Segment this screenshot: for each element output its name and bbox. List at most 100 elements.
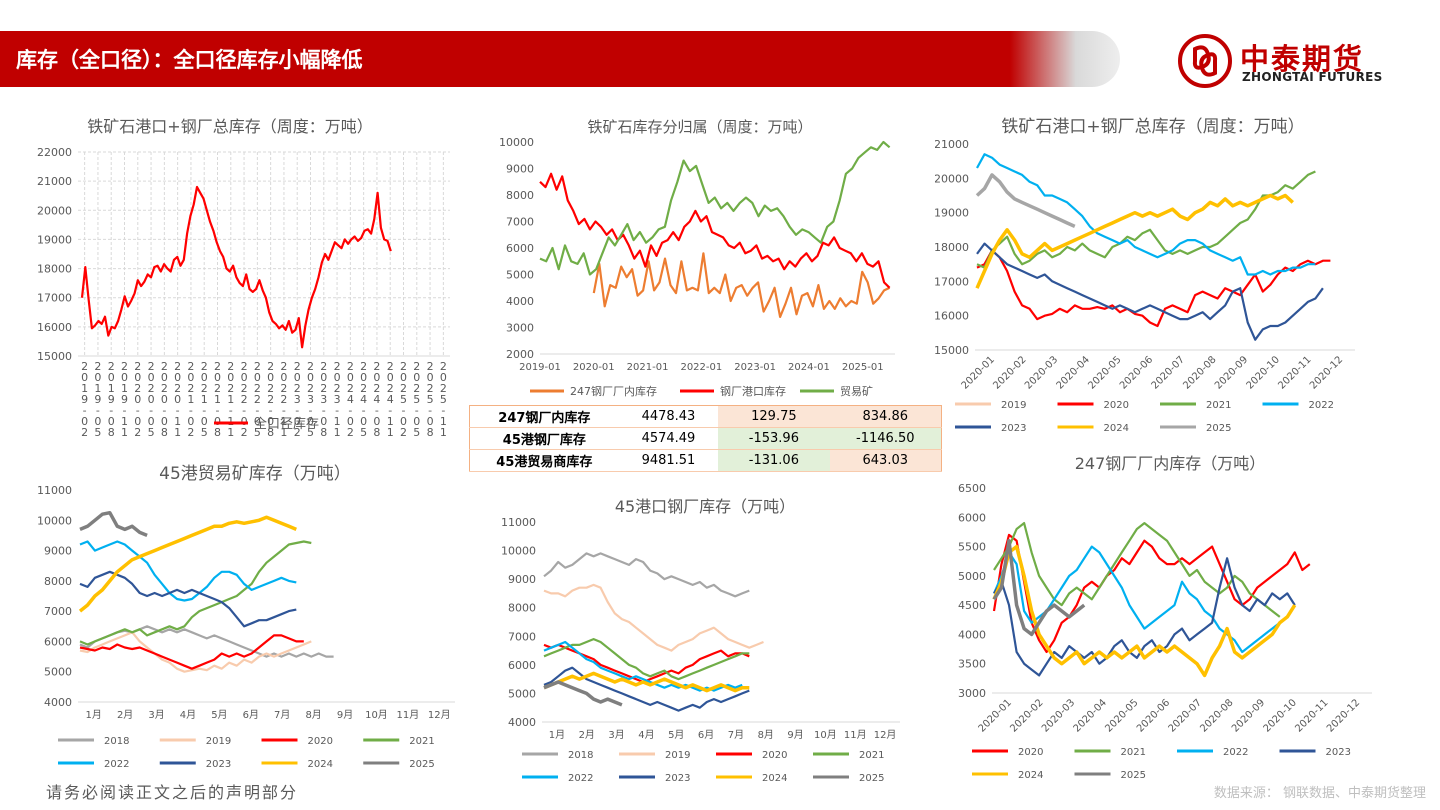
y-tick-label: 17000 xyxy=(935,275,969,288)
series-line-2019 xyxy=(543,583,764,652)
y-tick-label: 5000 xyxy=(506,269,534,282)
x-tick-label: 2020-10 xyxy=(1262,697,1299,734)
chart-port-mill: 45港口钢厂库存（万吨） 4000 5000 6000 7000 8000 9000 1000… xyxy=(501,497,900,784)
series-line-247钢厂厂内库存 xyxy=(592,252,891,318)
x-tick-label: 2 0 2 4 -0 5 xyxy=(360,360,367,439)
y-tick-label: 5000 xyxy=(958,570,986,583)
zhongtai-logo-icon xyxy=(1178,34,1232,88)
legend-label: 2020 xyxy=(308,736,333,747)
x-tick-label: 2020-09 xyxy=(1213,354,1250,391)
y-tick-label: 6000 xyxy=(506,242,534,255)
y-tick-label: 9000 xyxy=(508,573,536,586)
x-tick-label: 7月 xyxy=(274,709,290,721)
series-line-2024 xyxy=(543,671,750,693)
x-tick-label: 2020-12 xyxy=(1308,354,1345,391)
x-tick-label: 2020-01 xyxy=(960,354,997,391)
x-tick-label: 4月 xyxy=(638,729,654,741)
series-line-2021 xyxy=(79,540,312,646)
legend-label: 2018 xyxy=(104,736,129,747)
x-tick-label: 2 0 2 3 -0 2 xyxy=(294,360,301,439)
series-line-2022 xyxy=(79,540,297,602)
x-tick-label: 8月 xyxy=(758,729,774,741)
y-tick-label: 15000 xyxy=(37,350,72,363)
x-tick-label: 2023-01 xyxy=(734,362,776,373)
chart-title: 铁矿石港口+钢厂总库存（周度：万吨） xyxy=(87,117,372,136)
chart-title: 247钢厂厂内库存（万吨） xyxy=(1075,454,1266,473)
x-tick-label: 2020-07 xyxy=(1150,354,1187,391)
series-line-2023 xyxy=(993,557,1296,677)
x-tick-label: 2021-08 xyxy=(214,360,221,439)
series-line-全口径库存 xyxy=(80,185,392,349)
x-tick-label: 12月 xyxy=(428,709,451,721)
x-tick-label: 2020-04 xyxy=(1055,354,1092,391)
y-tick-label: 15000 xyxy=(935,344,969,357)
x-tick-label: 3月 xyxy=(608,729,624,741)
legend-label: 2020 xyxy=(762,750,787,761)
legend-label: 2022 xyxy=(1223,747,1248,758)
x-tick-label: 2 0 2 5 -1 1 xyxy=(440,360,447,439)
x-tick-label: 1月 xyxy=(86,709,102,721)
x-tick-label: 10月 xyxy=(814,729,837,741)
y-tick-label: 6000 xyxy=(958,511,986,524)
chart-title: 45港口钢厂库存（万吨） xyxy=(615,497,795,516)
row-label: 45港贸易商库存 xyxy=(469,449,619,472)
y-tick-label: 22000 xyxy=(37,146,72,159)
legend-label: 2024 xyxy=(308,759,333,770)
x-tick-label: 2 0 2 3 -0 5 xyxy=(307,360,314,439)
header-fade xyxy=(1010,31,1120,87)
x-tick-label: 2020-05 xyxy=(1103,697,1140,734)
x-tick-label: 2 0 2 5 -0 5 xyxy=(413,360,420,439)
x-tick-label: 2025-01 xyxy=(842,362,884,373)
legend-label: 2022 xyxy=(568,773,593,784)
legend-label: 2022 xyxy=(1309,400,1334,411)
y-tick-label: 7000 xyxy=(44,605,72,618)
y-tick-label: 18000 xyxy=(935,241,969,254)
legend-label: 2021 xyxy=(1206,400,1231,411)
x-tick-label: 8月 xyxy=(305,709,321,721)
y-tick-label: 3000 xyxy=(506,322,534,335)
x-tick-label: 6月 xyxy=(698,729,714,741)
x-tick-label: 6月 xyxy=(243,709,259,721)
x-tick-label: 4月 xyxy=(180,709,196,721)
y-tick-label: 10000 xyxy=(499,136,534,149)
y-tick-label: 20000 xyxy=(37,204,72,217)
x-tick-label: 2022-02 xyxy=(241,360,248,439)
x-tick-label: 2020-11 xyxy=(1293,697,1330,734)
page-title: 库存（全口径）：全口径库存小幅降低 xyxy=(16,48,363,72)
inventory-summary-table: 247钢厂内库存 4478.43 129.75 834.86 45港钢厂库存 4… xyxy=(469,405,942,472)
x-tick-label: 2020-05 xyxy=(1086,354,1123,391)
series-line-2025 xyxy=(992,538,1086,637)
x-tick-label: 1月 xyxy=(549,729,565,741)
legend-label: 2019 xyxy=(206,736,231,747)
legend-label: 2024 xyxy=(1018,770,1043,780)
chart-trade-ore: 45港贸易矿库存（万吨） 4000 5000 6000 7000 8000 9000 1000… xyxy=(37,464,455,770)
legend-label: 钢厂港口库存 xyxy=(720,384,786,398)
series-line-2023 xyxy=(976,242,1324,341)
y-tick-label: 5500 xyxy=(958,541,986,554)
x-tick-label: 9月 xyxy=(337,709,353,721)
y-tick-label: 2000 xyxy=(506,348,534,361)
chart-total-inventory-seasonal: 铁矿石港口+钢厂总库存（周度：万吨） 15000 16000 17000 18000 19… xyxy=(935,117,1355,434)
legend-label: 2025 xyxy=(1121,770,1146,780)
x-tick-label: 2 0 2 3 -0 8 xyxy=(320,360,327,439)
series-line-2022 xyxy=(976,153,1316,276)
y-tick-label: 16000 xyxy=(37,321,72,334)
x-tick-label: 7月 xyxy=(728,729,744,741)
x-tick-label: 2 0 1 9 -1 1 xyxy=(121,360,128,439)
y-tick-label: 7000 xyxy=(508,630,536,643)
legend-label: 2023 xyxy=(1326,747,1351,758)
x-tick-label: 2020-09 xyxy=(1230,697,1267,734)
x-tick-label: 2 0 2 4 -0 8 xyxy=(373,360,380,439)
legend-label: 全口径库存 xyxy=(254,416,319,432)
y-tick-label: 7000 xyxy=(506,216,534,229)
legend-label: 2021 xyxy=(859,750,884,761)
series-line-2018 xyxy=(543,552,750,598)
x-tick-label: 2020-01 xyxy=(573,362,615,373)
y-tick-label: 21000 xyxy=(935,138,969,151)
legend-label: 2019 xyxy=(1001,400,1026,411)
row-change-1: -131.06 xyxy=(718,449,830,472)
y-tick-label: 8000 xyxy=(506,189,534,202)
x-tick-label: 2020-08 xyxy=(1181,354,1218,391)
row-value: 4574.49 xyxy=(618,427,719,450)
y-tick-label: 8000 xyxy=(44,575,72,588)
